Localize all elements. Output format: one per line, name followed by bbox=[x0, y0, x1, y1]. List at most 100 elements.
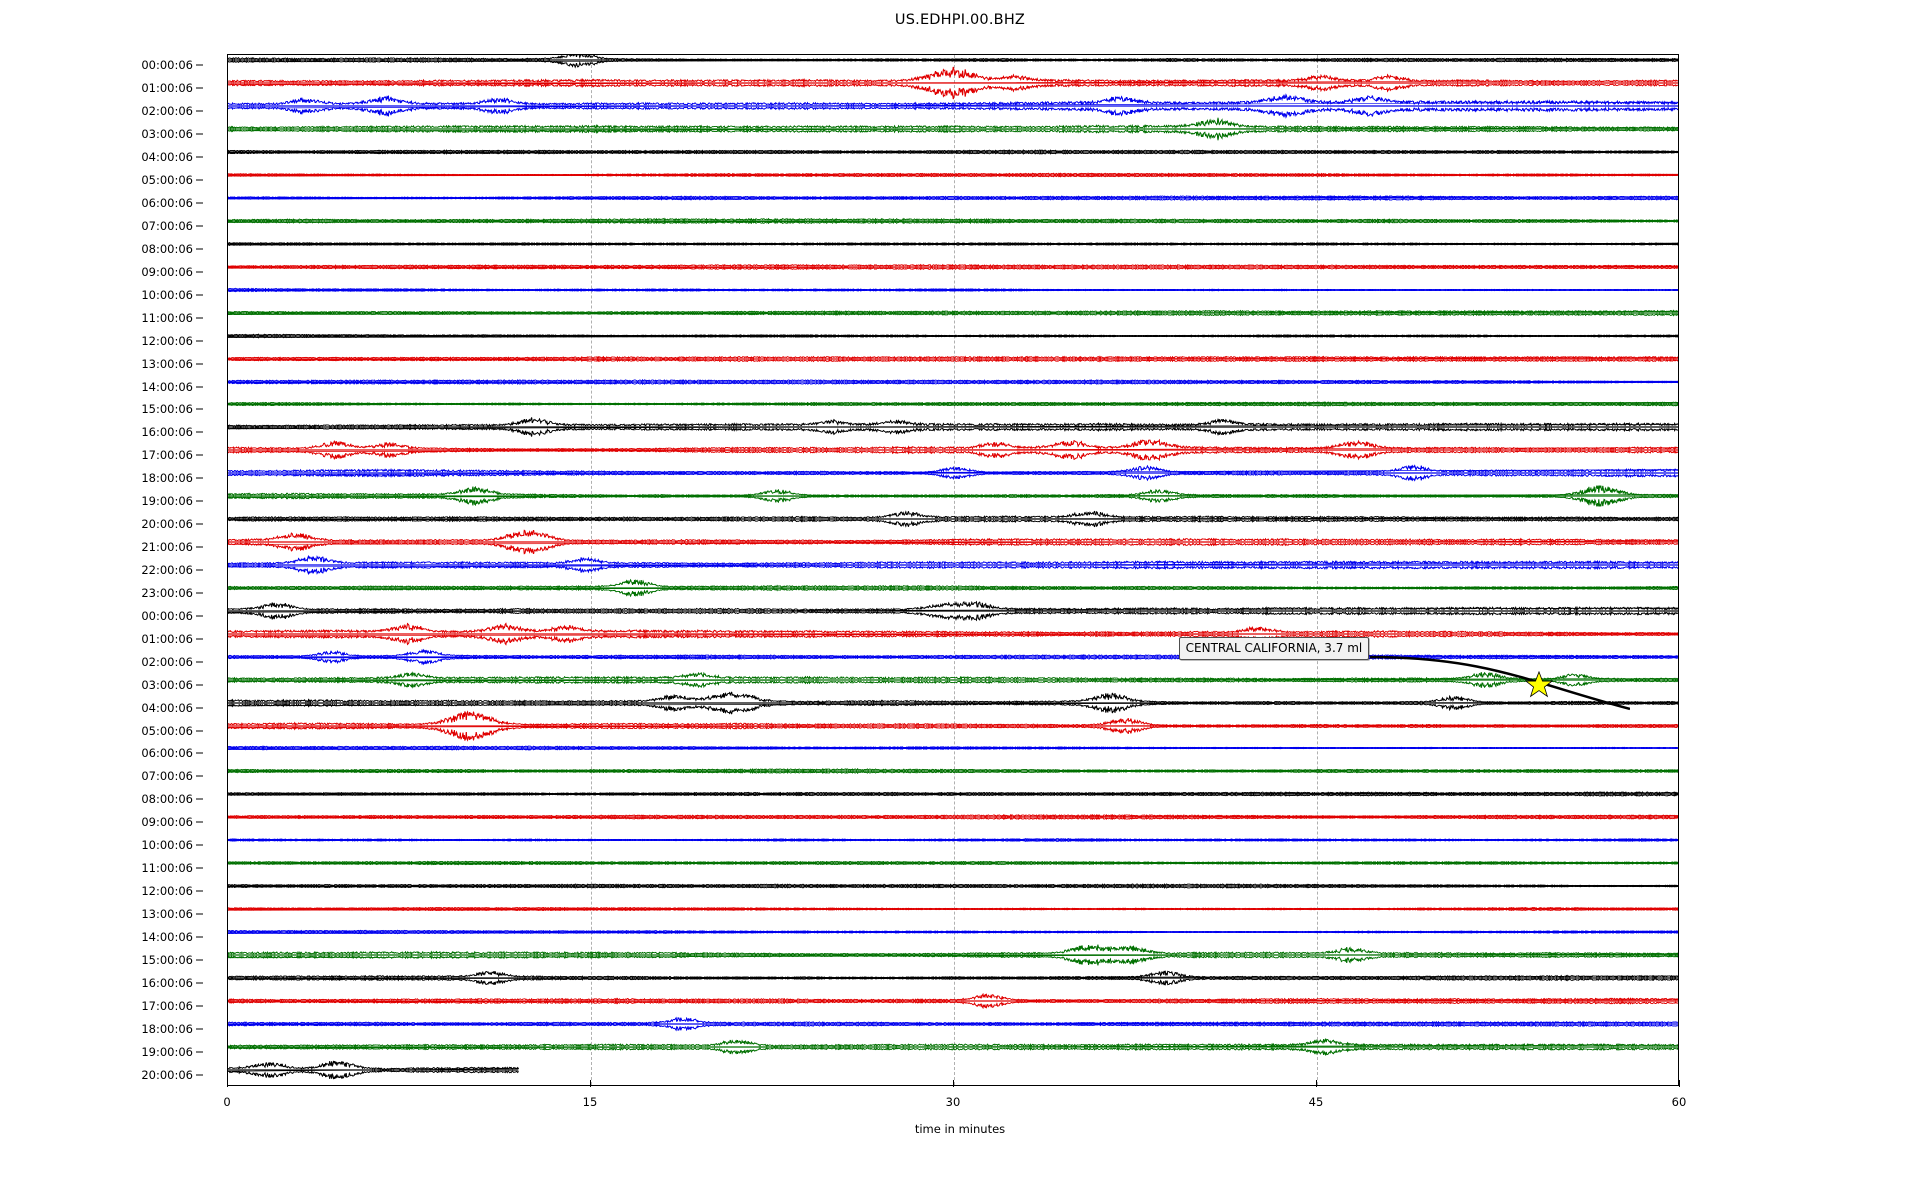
y-tick-label-20: 20:00:06 bbox=[141, 517, 193, 531]
y-tick-label-30: 06:00:06 bbox=[141, 746, 193, 760]
y-tick-label-5: 05:00:06 bbox=[141, 173, 193, 187]
y-tick-mark-43 bbox=[196, 1051, 203, 1052]
y-tick-mark-22 bbox=[196, 570, 203, 571]
y-tick-mark-18 bbox=[196, 478, 203, 479]
y-tick-label-17: 17:00:06 bbox=[141, 448, 193, 462]
y-tick-label-40: 16:00:06 bbox=[141, 976, 193, 990]
y-tick-label-31: 07:00:06 bbox=[141, 769, 193, 783]
y-tick-mark-40 bbox=[196, 982, 203, 983]
y-tick-mark-14 bbox=[196, 386, 203, 387]
y-tick-mark-10 bbox=[196, 294, 203, 295]
y-tick-mark-7 bbox=[196, 226, 203, 227]
y-tick-label-16: 16:00:06 bbox=[141, 425, 193, 439]
x-tick-label-30: 30 bbox=[946, 1095, 961, 1109]
gridline-x-15 bbox=[591, 55, 592, 1085]
y-tick-mark-4 bbox=[196, 157, 203, 158]
x-tick-label-0: 0 bbox=[223, 1095, 230, 1109]
y-tick-mark-2 bbox=[196, 111, 203, 112]
y-tick-label-10: 10:00:06 bbox=[141, 288, 193, 302]
y-tick-mark-39 bbox=[196, 959, 203, 960]
y-tick-label-35: 11:00:06 bbox=[141, 861, 193, 875]
y-tick-label-8: 08:00:06 bbox=[141, 242, 193, 256]
y-tick-mark-29 bbox=[196, 730, 203, 731]
x-tick-mark-30 bbox=[953, 1080, 954, 1087]
y-tick-mark-6 bbox=[196, 203, 203, 204]
x-tick-label-60: 60 bbox=[1672, 1095, 1687, 1109]
y-tick-mark-23 bbox=[196, 592, 203, 593]
y-tick-mark-25 bbox=[196, 638, 203, 639]
y-tick-label-23: 23:00:06 bbox=[141, 586, 193, 600]
y-tick-label-37: 13:00:06 bbox=[141, 907, 193, 921]
y-tick-mark-5 bbox=[196, 180, 203, 181]
y-tick-mark-38 bbox=[196, 936, 203, 937]
y-tick-label-4: 04:00:06 bbox=[141, 150, 193, 164]
earthquake-star-marker[interactable] bbox=[1525, 671, 1553, 699]
y-tick-label-7: 07:00:06 bbox=[141, 219, 193, 233]
y-tick-label-24: 00:00:06 bbox=[141, 609, 193, 623]
y-tick-mark-12 bbox=[196, 340, 203, 341]
y-tick-mark-11 bbox=[196, 317, 203, 318]
y-tick-label-42: 18:00:06 bbox=[141, 1022, 193, 1036]
y-tick-label-14: 14:00:06 bbox=[141, 380, 193, 394]
y-tick-label-29: 05:00:06 bbox=[141, 724, 193, 738]
y-tick-label-25: 01:00:06 bbox=[141, 632, 193, 646]
y-tick-mark-31 bbox=[196, 776, 203, 777]
y-tick-mark-20 bbox=[196, 524, 203, 525]
x-tick-mark-45 bbox=[1316, 1080, 1317, 1087]
y-tick-mark-27 bbox=[196, 684, 203, 685]
y-tick-label-0: 00:00:06 bbox=[141, 58, 193, 72]
y-tick-mark-32 bbox=[196, 799, 203, 800]
y-tick-label-18: 18:00:06 bbox=[141, 471, 193, 485]
y-tick-label-1: 01:00:06 bbox=[141, 81, 193, 95]
y-tick-label-15: 15:00:06 bbox=[141, 402, 193, 416]
y-tick-mark-33 bbox=[196, 822, 203, 823]
event-annotation-label[interactable]: CENTRAL CALIFORNIA, 3.7 ml bbox=[1179, 637, 1370, 660]
y-tick-mark-35 bbox=[196, 868, 203, 869]
y-tick-label-36: 12:00:06 bbox=[141, 884, 193, 898]
y-tick-mark-3 bbox=[196, 134, 203, 135]
x-tick-label-45: 45 bbox=[1309, 1095, 1324, 1109]
y-tick-label-22: 22:00:06 bbox=[141, 563, 193, 577]
y-tick-mark-13 bbox=[196, 363, 203, 364]
y-tick-label-19: 19:00:06 bbox=[141, 494, 193, 508]
y-tick-mark-26 bbox=[196, 661, 203, 662]
y-tick-label-13: 13:00:06 bbox=[141, 357, 193, 371]
x-axis-title: time in minutes bbox=[0, 1122, 1920, 1136]
y-tick-label-33: 09:00:06 bbox=[141, 815, 193, 829]
gridline-x-45 bbox=[1317, 55, 1318, 1085]
y-tick-label-38: 14:00:06 bbox=[141, 930, 193, 944]
y-tick-label-6: 06:00:06 bbox=[141, 196, 193, 210]
y-tick-mark-8 bbox=[196, 248, 203, 249]
y-tick-label-32: 08:00:06 bbox=[141, 792, 193, 806]
y-tick-mark-0 bbox=[196, 65, 203, 66]
y-tick-label-34: 10:00:06 bbox=[141, 838, 193, 852]
y-tick-mark-21 bbox=[196, 547, 203, 548]
y-tick-label-44: 20:00:06 bbox=[141, 1068, 193, 1082]
y-tick-label-21: 21:00:06 bbox=[141, 540, 193, 554]
y-tick-mark-36 bbox=[196, 891, 203, 892]
y-tick-mark-9 bbox=[196, 271, 203, 272]
y-tick-mark-42 bbox=[196, 1028, 203, 1029]
y-tick-label-39: 15:00:06 bbox=[141, 953, 193, 967]
y-axis-tick-labels: 00:00:06 01:00:06 02:00:06 03:00:06 04:00:06… bbox=[0, 54, 227, 1086]
plot-area bbox=[227, 54, 1679, 1086]
x-tick-mark-0 bbox=[227, 1080, 228, 1087]
trace-lower bbox=[228, 1070, 518, 1078]
y-tick-label-3: 03:00:06 bbox=[141, 127, 193, 141]
trace-upper bbox=[228, 1060, 518, 1068]
y-tick-mark-28 bbox=[196, 707, 203, 708]
y-tick-label-12: 12:00:06 bbox=[141, 334, 193, 348]
y-tick-label-28: 04:00:06 bbox=[141, 701, 193, 715]
y-tick-mark-16 bbox=[196, 432, 203, 433]
y-tick-label-41: 17:00:06 bbox=[141, 999, 193, 1013]
y-tick-mark-30 bbox=[196, 753, 203, 754]
y-tick-mark-24 bbox=[196, 615, 203, 616]
y-tick-label-2: 02:00:06 bbox=[141, 104, 193, 118]
y-tick-mark-15 bbox=[196, 409, 203, 410]
trace-envelope bbox=[228, 1060, 518, 1078]
y-tick-label-43: 19:00:06 bbox=[141, 1045, 193, 1059]
page-title: US.EDHPI.00.BHZ bbox=[0, 12, 1920, 28]
y-tick-mark-1 bbox=[196, 88, 203, 89]
y-tick-label-27: 03:00:06 bbox=[141, 678, 193, 692]
